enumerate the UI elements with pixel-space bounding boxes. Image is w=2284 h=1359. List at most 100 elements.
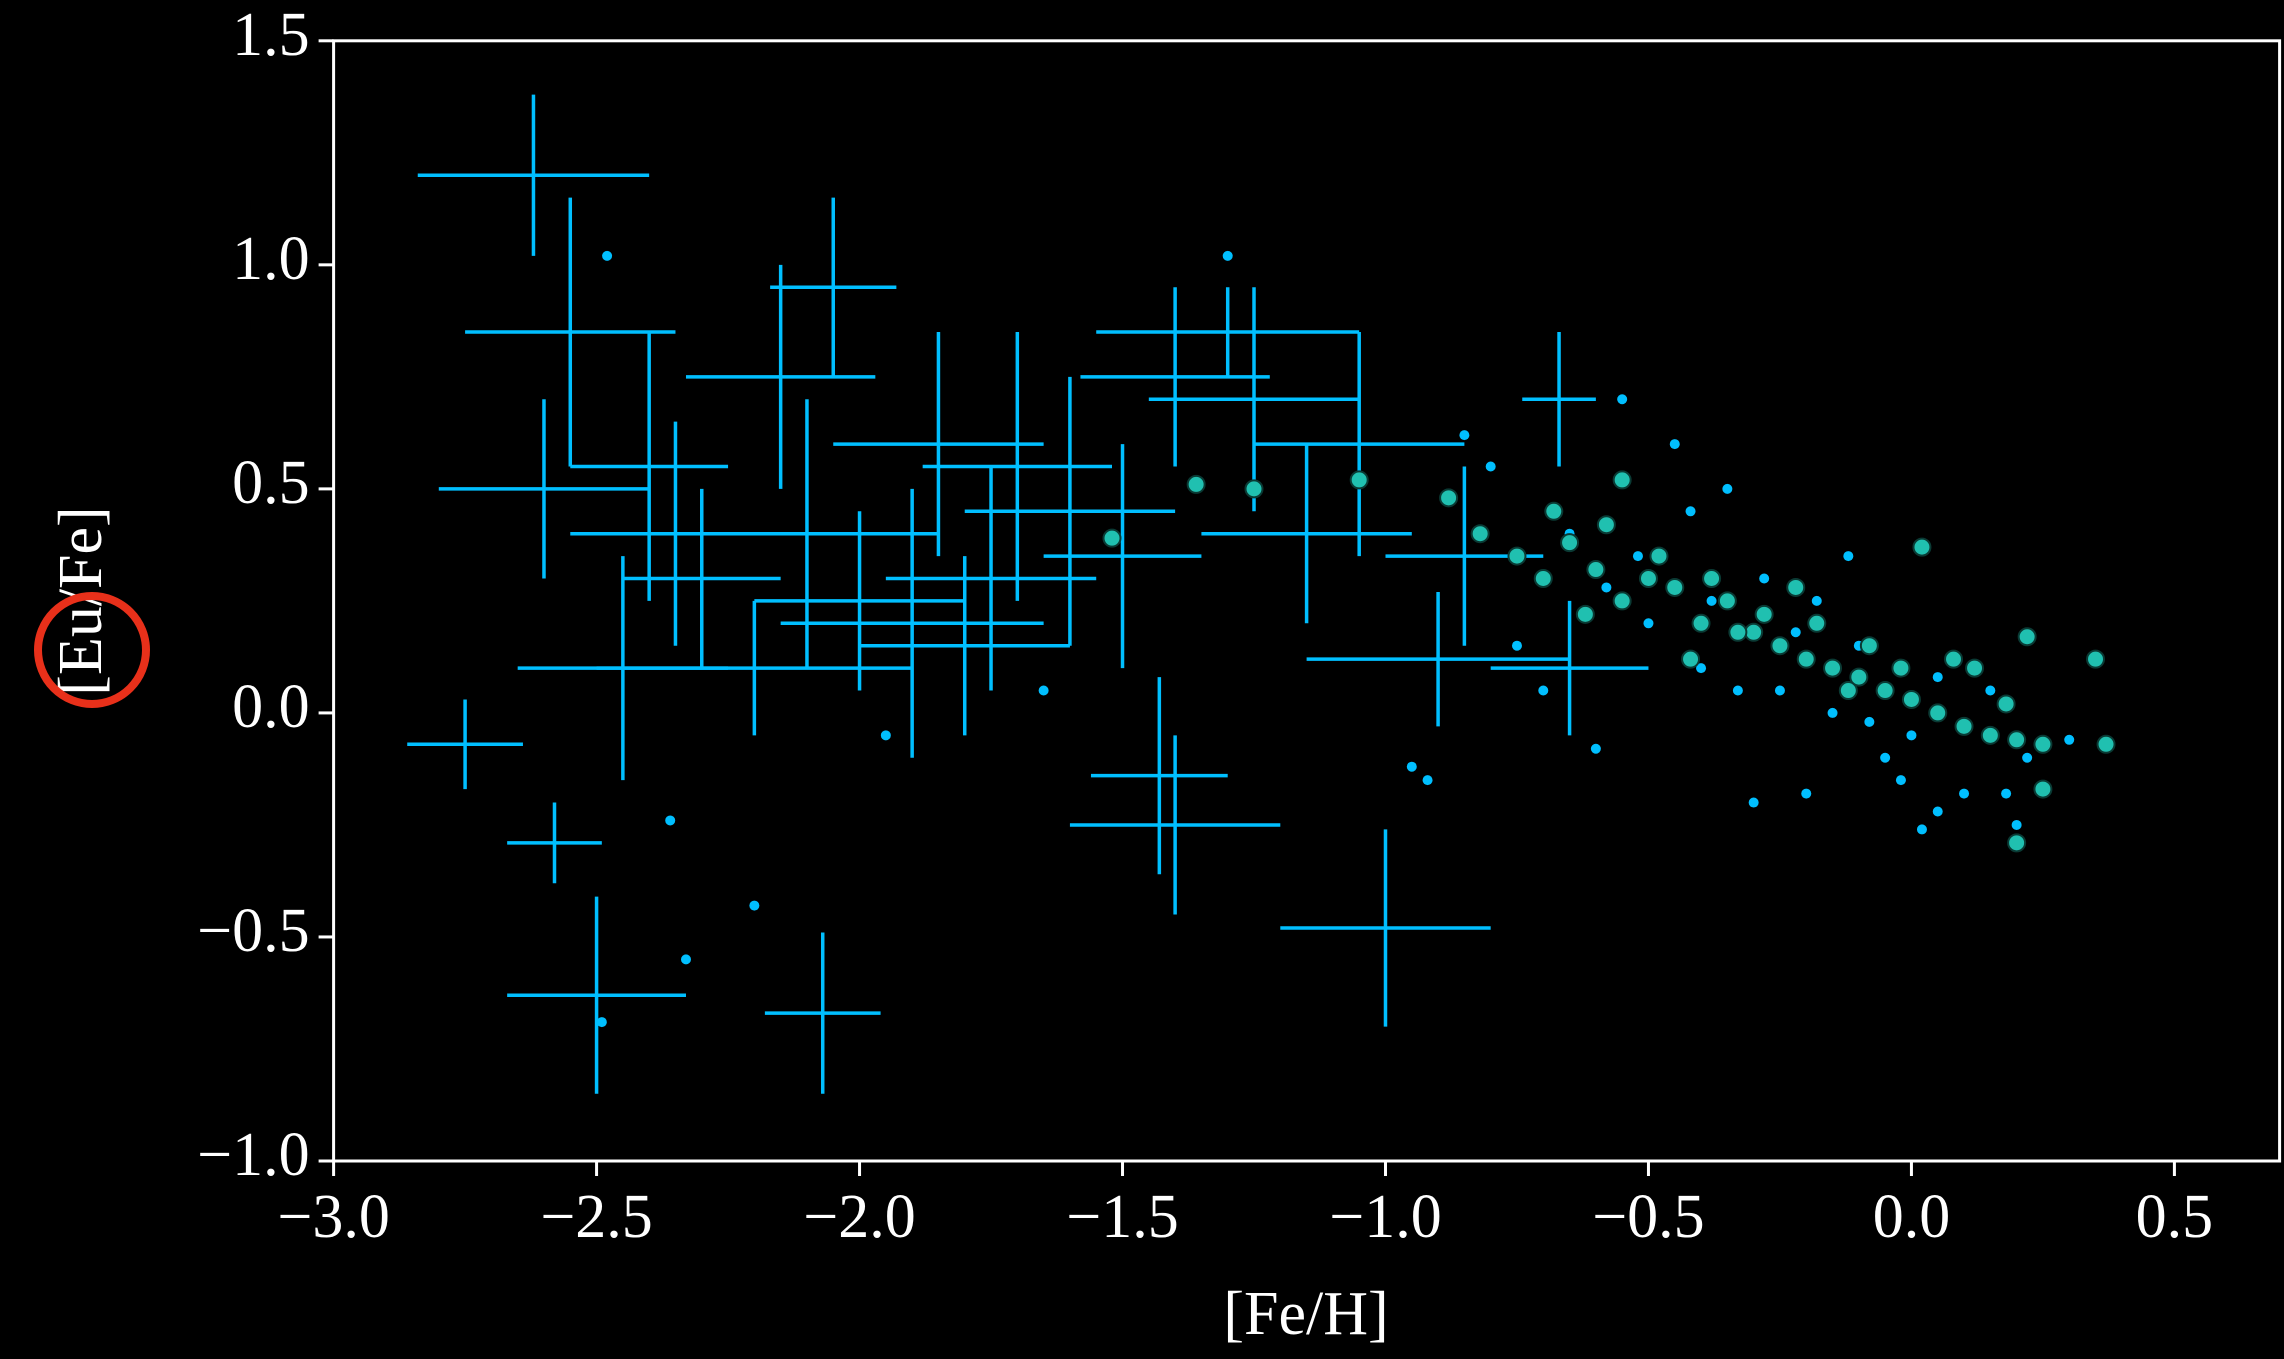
point [2011, 819, 2022, 830]
point [2064, 734, 2075, 745]
point [749, 900, 760, 911]
x-tick-label: 0.0 [1873, 1183, 1951, 1251]
point [1849, 667, 1869, 687]
y-tick-label: 1.0 [232, 225, 310, 293]
x-tick-label: −1.0 [1329, 1183, 1441, 1251]
point [1912, 537, 1932, 557]
point [1669, 439, 1680, 450]
point [1959, 788, 1970, 799]
point [602, 250, 613, 261]
point [1406, 761, 1417, 772]
point [1906, 730, 1917, 741]
point [1575, 604, 1595, 624]
point [2022, 752, 2033, 763]
y-tick-label: −0.5 [197, 897, 309, 965]
point [1638, 568, 1658, 588]
error-bar [465, 197, 676, 467]
point [1748, 797, 1759, 808]
point [2086, 649, 2106, 669]
point [1811, 595, 1822, 606]
point [2033, 779, 2053, 799]
point [1916, 824, 1927, 835]
point [1470, 524, 1490, 544]
point [1538, 685, 1549, 696]
point [2001, 788, 2012, 799]
point [2017, 627, 2037, 647]
point [1507, 546, 1527, 566]
point [596, 1017, 607, 1028]
axes-frame [332, 39, 2282, 1163]
point [1823, 658, 1843, 678]
point [1649, 546, 1669, 566]
point [2033, 734, 2053, 754]
point [1895, 775, 1906, 786]
error-bar [922, 332, 1112, 601]
error-bar [1148, 287, 1360, 512]
error-bar [407, 699, 523, 790]
point [1685, 506, 1696, 517]
x-tick-label: −2.5 [540, 1183, 652, 1251]
point [1485, 461, 1496, 472]
point [1928, 703, 1948, 723]
point [1790, 627, 1801, 638]
error-bar [780, 488, 1044, 758]
y-tick-label: −1.0 [197, 1121, 309, 1189]
error-bar [1080, 287, 1270, 467]
point [1617, 394, 1628, 405]
error-bar [754, 511, 965, 691]
point [1827, 707, 1838, 718]
point [1754, 604, 1774, 624]
point [1954, 716, 1974, 736]
point [1728, 622, 1748, 642]
x-tick-label: 0.5 [2136, 1183, 2214, 1251]
x-tick-label: −1.5 [1066, 1183, 1178, 1251]
point [1744, 622, 1764, 642]
point [1985, 685, 1996, 696]
y-tick-label: 0.0 [232, 673, 310, 741]
point [1038, 685, 1049, 696]
error-bar [507, 802, 602, 884]
point [1801, 788, 1812, 799]
point [1843, 551, 1854, 562]
point [2007, 730, 2027, 750]
point [1732, 685, 1743, 696]
point [1859, 636, 1879, 656]
point [1706, 595, 1717, 606]
point [1796, 649, 1816, 669]
error-bar [764, 932, 881, 1094]
point [1838, 681, 1858, 701]
point [1965, 658, 1985, 678]
plot-area [407, 94, 2116, 1094]
point [1696, 663, 1707, 674]
point [1875, 681, 1895, 701]
point [1759, 573, 1770, 584]
point [1786, 577, 1806, 597]
error-bar [859, 556, 1070, 736]
point [1439, 488, 1459, 508]
point [1612, 470, 1632, 490]
point [1511, 640, 1522, 651]
error-bar [1306, 591, 1570, 727]
error-bar [1090, 677, 1228, 875]
point [1691, 613, 1711, 633]
point [1807, 613, 1827, 633]
point [1586, 560, 1606, 580]
error-bar [1490, 600, 1649, 736]
point [880, 730, 891, 741]
highlight-circle [34, 592, 150, 708]
error-bar [1069, 735, 1281, 915]
point [1722, 483, 1733, 494]
point [1544, 501, 1564, 521]
point [1880, 752, 1891, 763]
point [1996, 694, 2016, 714]
point [1643, 618, 1654, 629]
x-tick-label: −2.0 [803, 1183, 915, 1251]
x-tick-label: −0.5 [1592, 1183, 1704, 1251]
point [1932, 806, 1943, 817]
point [1864, 716, 1875, 727]
point [1349, 470, 1369, 490]
point [1560, 533, 1580, 553]
